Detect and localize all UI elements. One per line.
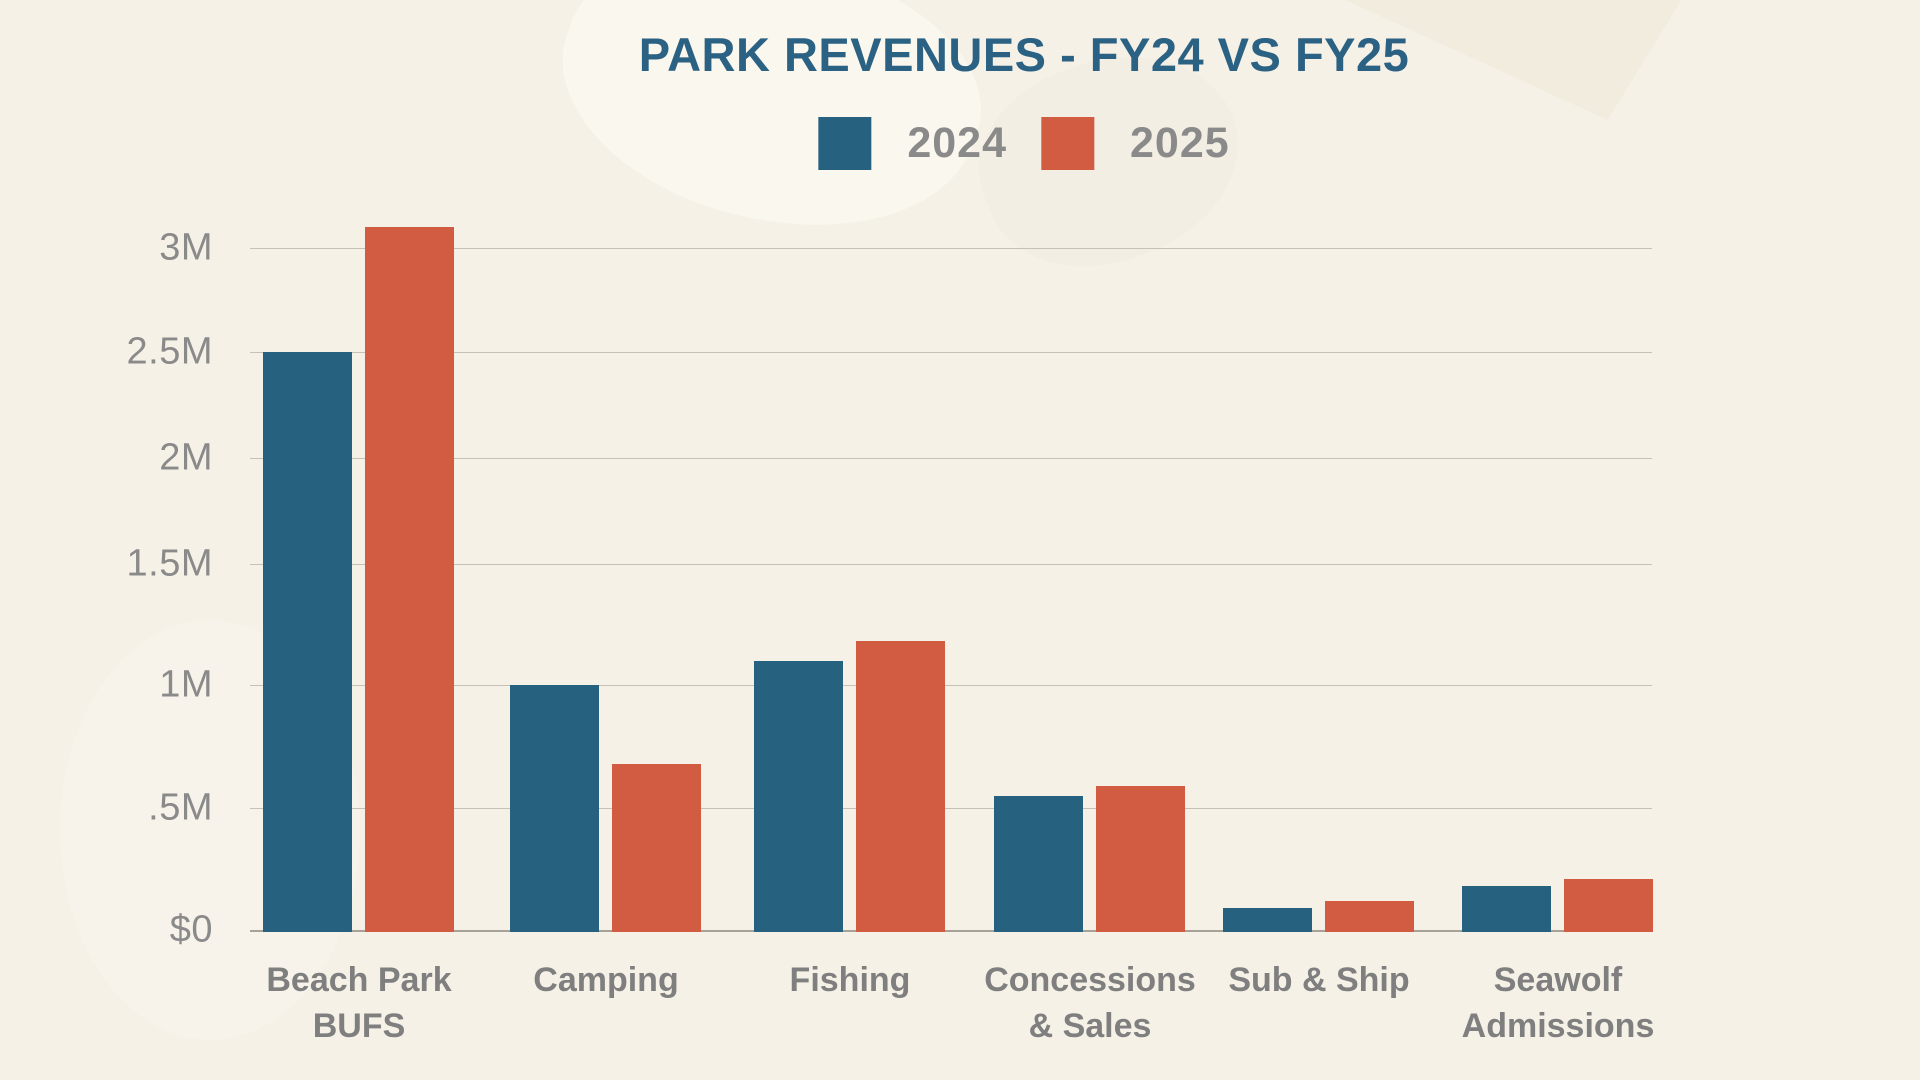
bar-2024-beach-park-bufs [263,352,352,932]
category-label-line: Fishing [789,961,911,999]
x-axis-category-label-concessions-sales: Concessions & Sales [940,957,1240,1049]
legend-item-2024: 2024 [818,117,1007,170]
x-axis-category-label-sub-ship: Sub & Ship [1169,957,1469,1003]
chart-legend: 2024 2025 [818,117,1229,170]
y-axis-tick-label: 2M [159,436,213,479]
bar-2024-seawolf-admissions [1462,886,1551,932]
chart-title: PARK REVENUES - FY24 VS FY25 [638,28,1410,81]
bar-2024-fishing [754,661,843,932]
bar-2025-concessions-sales [1096,786,1185,932]
y-axis-tick-label: .5M [148,786,213,829]
category-label-line: Sub & Ship [1228,961,1410,999]
gridline-.5M [250,808,1652,809]
x-axis-category-label-beach-park-bufs: Beach Park BUFS [209,957,509,1049]
category-label-line: Seawolf [1493,961,1623,999]
category-label-line: BUFS [312,1007,406,1045]
bar-2025-beach-park-bufs [365,227,454,932]
legend-label-2025: 2025 [1130,119,1230,167]
bar-2025-camping [612,764,701,932]
bar-2025-seawolf-admissions [1564,879,1653,932]
y-axis-tick-label: 2.5M [126,330,213,373]
legend-swatch-2024 [818,117,872,170]
y-axis-tick-label: 1M [159,663,213,706]
category-label-line: Camping [533,961,679,999]
category-label-line: Beach Park [266,961,452,999]
bar-2024-concessions-sales [994,796,1083,932]
y-axis-tick-label: 1.5M [126,542,213,585]
category-label-line: & Sales [1028,1007,1152,1045]
bar-2024-camping [510,685,599,932]
x-axis-category-label-fishing: Fishing [700,957,1000,1003]
category-label-line: Admissions [1461,1007,1655,1045]
x-axis-category-label-seawolf-admissions: Seawolf Admissions [1408,957,1708,1049]
legend-swatch-2025 [1041,117,1094,170]
x-axis-category-label-camping: Camping [456,957,756,1003]
bar-2025-sub-ship [1325,901,1414,932]
y-axis-tick-label: 3M [159,226,213,269]
legend-label-2024: 2024 [907,119,1007,167]
gridline-2M [250,458,1652,459]
legend-item-2025: 2025 [1041,117,1230,170]
gridline-1M [250,685,1652,686]
category-label-line: Concessions [984,961,1196,999]
gridline-1.5M [250,564,1652,565]
y-axis-tick-label: $0 [169,908,213,951]
bar-2025-fishing [856,641,945,932]
gridline-3M [250,248,1652,249]
bar-2024-sub-ship [1223,908,1312,932]
gridline-2.5M [250,352,1652,353]
x-axis-baseline [250,930,1652,932]
